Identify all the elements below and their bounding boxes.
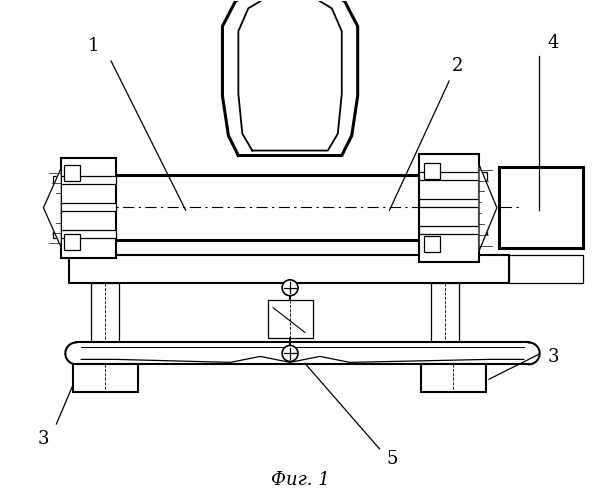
Text: 3: 3: [548, 348, 560, 366]
Bar: [62, 158, 116, 258]
Bar: [69, 255, 509, 283]
Bar: [54, 230, 116, 238]
Bar: [421, 364, 486, 392]
Polygon shape: [65, 342, 87, 364]
Bar: [419, 154, 479, 262]
Bar: [54, 204, 116, 211]
Bar: [54, 176, 116, 184]
Text: 4: 4: [548, 34, 559, 52]
Text: 2: 2: [452, 57, 463, 75]
Bar: [499, 168, 584, 248]
Bar: [425, 236, 440, 252]
Polygon shape: [76, 342, 529, 364]
Polygon shape: [479, 164, 497, 251]
Bar: [268, 300, 313, 338]
Bar: [91, 283, 119, 343]
Bar: [419, 172, 487, 180]
Text: Фиг. 1: Фиг. 1: [271, 470, 329, 488]
Text: 5: 5: [387, 450, 398, 468]
Circle shape: [282, 346, 298, 362]
Bar: [65, 166, 80, 182]
Polygon shape: [223, 0, 358, 156]
Bar: [431, 283, 459, 343]
Bar: [74, 364, 138, 392]
Polygon shape: [518, 342, 540, 364]
Polygon shape: [238, 0, 342, 150]
Bar: [65, 234, 80, 250]
Bar: [101, 176, 429, 240]
Bar: [509, 255, 584, 283]
Bar: [419, 200, 487, 207]
Bar: [425, 164, 440, 180]
Bar: [419, 226, 487, 234]
Text: 1: 1: [87, 37, 99, 55]
Text: 3: 3: [38, 430, 49, 448]
Polygon shape: [43, 168, 62, 248]
Circle shape: [282, 280, 298, 295]
